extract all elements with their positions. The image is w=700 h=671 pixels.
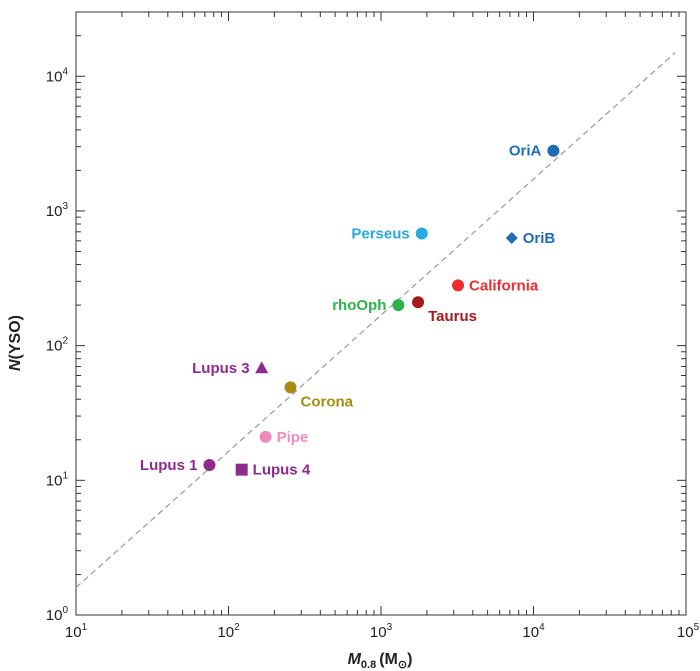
data-label: OriA: [509, 143, 542, 160]
data-label: OriB: [523, 230, 556, 247]
data-point-oria: [547, 144, 560, 157]
data-label: Pipe: [277, 429, 309, 446]
data-point-lupus-1: [203, 458, 216, 471]
x-tick-label: 103: [370, 622, 393, 641]
data-label: Lupus 3: [192, 360, 250, 377]
data-label: Lupus 4: [253, 462, 311, 479]
data-label: Perseus: [351, 226, 409, 243]
data-point-perseus: [415, 227, 428, 240]
data-point-lupus-4: [235, 463, 248, 476]
x-tick-label: 102: [217, 622, 240, 641]
data-point-california: [452, 279, 465, 292]
data-label: rhoOph: [332, 297, 386, 314]
data-point-pipe: [259, 430, 272, 443]
y-tick-label: 104: [46, 66, 69, 85]
data-label: Corona: [300, 393, 353, 410]
data-label: California: [469, 277, 539, 294]
y-tick-label: 100: [46, 605, 69, 624]
x-axis-title: M0.8 (M⊙): [348, 651, 413, 671]
data-point-rhooph: [392, 299, 405, 312]
x-tick-label: 101: [65, 622, 88, 641]
data-label: Lupus 1: [140, 457, 198, 474]
reference-line: [75, 52, 676, 588]
y-axis-title: N(YSO): [7, 315, 24, 371]
y-tick-label: 101: [46, 470, 69, 489]
y-tick-label: 103: [46, 201, 69, 220]
x-tick-label: 105: [677, 622, 700, 641]
data-point-corona: [284, 381, 297, 394]
data-point-orib: [505, 231, 518, 244]
x-tick-label: 104: [522, 622, 545, 641]
y-tick-label: 102: [46, 336, 69, 355]
data-point-taurus: [412, 296, 425, 309]
data-point-lupus-3: [255, 361, 269, 374]
data-label: Taurus: [428, 308, 477, 325]
